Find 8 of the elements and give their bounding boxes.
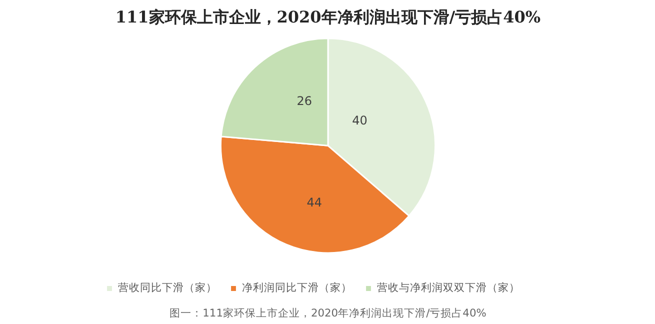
legend-label: 净利润同比下滑（家） (242, 281, 352, 295)
legend-label: 营收同比下滑（家） (118, 281, 217, 295)
text: 图一：111家环保上市企业，2020年净利润出现下滑/亏损占40% (170, 306, 486, 320)
chart-title: 111家环保上市企业，2020年净利润出现下滑/亏损占40% (115, 8, 541, 26)
data-label: 44 (306, 196, 322, 210)
data-label: 26 (296, 94, 312, 108)
data-label: 40 (352, 114, 368, 128)
legend-label: 营收与净利润双双下滑（家） (377, 281, 520, 295)
